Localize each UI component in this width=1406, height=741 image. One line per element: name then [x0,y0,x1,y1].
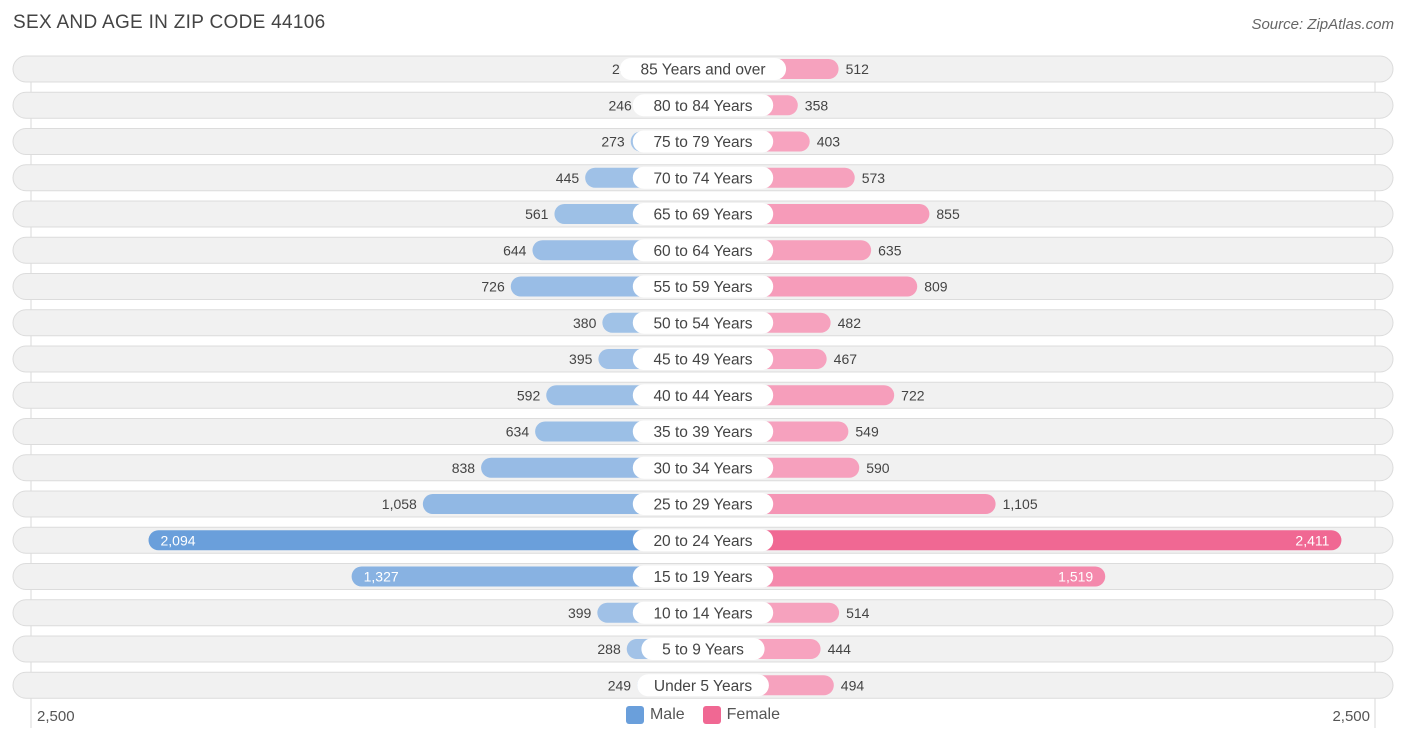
value-label-male: 726 [481,279,505,295]
legend-label-female: Female [726,706,781,723]
value-label-female: 809 [924,279,948,295]
value-label-female: 549 [855,424,879,440]
category-pill [632,203,774,225]
value-label-female: 722 [901,387,925,403]
category-label: 85 Years and over [641,62,766,79]
value-label-female: 403 [817,134,841,150]
category-label: 70 to 74 Years [653,170,752,187]
category-pill [632,311,774,334]
category-pill [632,275,774,298]
x-axis-tick-right: 2,500 [1332,708,1370,725]
category-pill [641,638,765,660]
value-label-male: 592 [517,387,541,403]
value-label-female: 1,105 [1003,496,1038,512]
bar-male [351,566,703,587]
value-label-male: 644 [503,242,527,258]
value-label-female: 514 [846,605,870,621]
value-label-female: 494 [841,677,865,693]
category-label: 40 to 44 Years [653,388,752,405]
category-label: 25 to 29 Years [653,497,752,514]
value-label-male: 246 [608,97,632,113]
category-pill [632,94,774,117]
category-label: 55 to 59 Years [653,279,752,296]
category-label: 15 to 19 Years [653,569,752,586]
value-label-male: 380 [573,315,597,331]
legend-item-male[interactable]: Male [625,706,685,724]
category-pill [632,239,774,262]
chart-source: Source: ZipAtlas.com [1251,16,1394,33]
category-label: 30 to 34 Years [653,460,752,477]
category-label: Under 5 Years [654,678,752,695]
value-label-male: 1,327 [364,569,399,585]
value-label-male: 395 [569,351,593,367]
value-label-male: 561 [525,206,549,222]
category-label: 20 to 24 Years [653,533,752,550]
category-pill [632,166,774,189]
value-label-male: 1,058 [382,496,417,512]
value-label-male: 288 [597,641,621,657]
category-pill [632,529,774,552]
category-label: 75 to 79 Years [653,134,752,151]
x-axis-tick-left: 2,500 [37,708,75,725]
category-pill [632,601,774,624]
legend: Male Female [0,706,1406,724]
value-label-female: 512 [846,61,870,77]
category-label: 65 to 69 Years [653,207,752,224]
category-pill [632,420,774,443]
legend-swatch-female [702,706,721,724]
value-label-female: 573 [862,170,886,186]
value-label-female: 467 [834,351,858,367]
category-pill [632,384,774,407]
legend-label-male: Male [649,706,685,723]
value-label-female: 855 [936,206,960,222]
value-label-male: 399 [568,605,592,621]
value-label-female: 482 [838,315,862,331]
value-label-female: 444 [828,641,852,657]
value-label-male: 249 [608,677,632,693]
value-label-male: 634 [506,424,530,440]
chart-title: SEX AND AGE IN ZIP CODE 44106 [13,12,326,33]
category-label: 5 to 9 Years [662,642,744,659]
value-label-female: 1,519 [1058,569,1093,585]
bar-male [148,530,704,551]
value-label-female: 358 [805,97,829,113]
category-pill [632,348,774,370]
category-pill [632,493,774,515]
legend-item-female[interactable]: Female [702,706,781,724]
category-label: 35 to 39 Years [653,424,752,441]
category-label: 60 to 64 Years [653,243,752,260]
category-pill [632,456,774,479]
value-label-female: 2,411 [1295,532,1329,548]
category-pill [619,58,787,80]
category-label: 50 to 54 Years [653,315,752,332]
category-pill [632,565,774,588]
category-label: 10 to 14 Years [653,605,752,622]
bar-male [422,494,703,514]
category-label: 45 to 49 Years [653,352,752,369]
legend-swatch-male [625,706,644,724]
value-label-male: 273 [601,134,625,150]
value-label-male: 445 [556,170,580,186]
bar-female [703,530,1342,551]
value-label-male: 838 [452,460,476,476]
category-pill [632,130,774,153]
category-label: 80 to 84 Years [653,98,752,115]
value-label-female: 590 [866,460,890,476]
value-label-male: 2,094 [161,532,196,548]
bar-female [703,566,1106,587]
category-pill [637,674,769,697]
value-label-female: 635 [878,242,902,258]
bar-female [703,494,996,514]
